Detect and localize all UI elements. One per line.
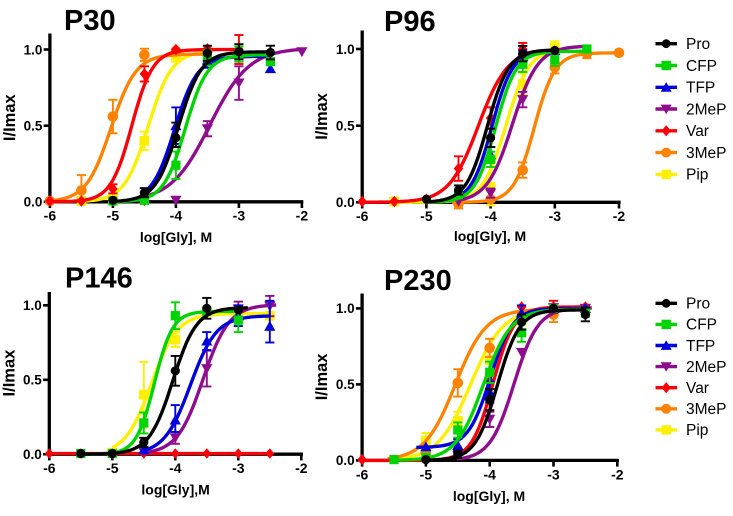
svg-text:log[Gly], M: log[Gly], M: [453, 488, 525, 504]
svg-text:I/Imax: I/Imax: [0, 349, 18, 397]
svg-text:2MeP: 2MeP: [686, 101, 727, 118]
svg-text:0.0: 0.0: [23, 447, 42, 462]
svg-text:0.0: 0.0: [336, 453, 355, 468]
svg-text:1.0: 1.0: [336, 301, 355, 316]
svg-text:log[Gly], M: log[Gly], M: [140, 229, 212, 245]
svg-text:2MeP: 2MeP: [686, 359, 727, 376]
svg-text:log[Gly], M: log[Gly], M: [454, 228, 526, 244]
svg-text:0.5: 0.5: [336, 119, 355, 134]
svg-text:I/Imax: I/Imax: [313, 353, 331, 401]
svg-text:Pip: Pip: [686, 167, 708, 184]
svg-text:Pip: Pip: [686, 422, 708, 439]
svg-text:-5: -5: [107, 208, 120, 224]
svg-text:P96: P96: [384, 6, 436, 38]
svg-text:Pro: Pro: [686, 36, 710, 53]
svg-text:-2: -2: [611, 467, 624, 483]
svg-text:-6: -6: [356, 208, 369, 224]
svg-text:-6: -6: [43, 460, 56, 476]
svg-text:P146: P146: [65, 263, 133, 295]
svg-text:-2: -2: [296, 208, 309, 224]
svg-text:TFP: TFP: [686, 338, 715, 355]
svg-text:CFP: CFP: [686, 58, 717, 75]
svg-text:CFP: CFP: [686, 317, 717, 334]
svg-text:P230: P230: [384, 265, 452, 297]
svg-text:-2: -2: [295, 460, 308, 476]
svg-text:-5: -5: [420, 467, 433, 483]
svg-text:Var: Var: [686, 123, 709, 140]
svg-text:-4: -4: [170, 208, 183, 224]
svg-text:I/Imax: I/Imax: [313, 92, 331, 140]
svg-text:Pro: Pro: [686, 296, 710, 313]
svg-text:-5: -5: [106, 460, 119, 476]
svg-text:1.0: 1.0: [23, 298, 42, 313]
svg-text:-5: -5: [420, 208, 433, 224]
svg-text:-3: -3: [547, 467, 560, 483]
svg-text:-6: -6: [44, 208, 57, 224]
svg-text:1.0: 1.0: [336, 42, 355, 57]
svg-text:Var: Var: [686, 380, 709, 397]
svg-text:-3: -3: [232, 460, 245, 476]
svg-text:3MeP: 3MeP: [686, 145, 727, 162]
svg-text:1.0: 1.0: [24, 42, 43, 57]
svg-text:-3: -3: [549, 208, 562, 224]
svg-text:I/Imax: I/Imax: [1, 93, 19, 141]
svg-text:0.5: 0.5: [336, 377, 355, 392]
svg-text:0.5: 0.5: [23, 373, 42, 388]
svg-text:log[Gly],M: log[Gly],M: [141, 482, 209, 498]
svg-text:0.0: 0.0: [336, 195, 355, 210]
svg-text:-4: -4: [484, 208, 497, 224]
svg-text:-3: -3: [233, 208, 246, 224]
svg-text:P30: P30: [64, 5, 116, 37]
svg-text:0.0: 0.0: [24, 195, 43, 210]
svg-text:0.5: 0.5: [24, 119, 43, 134]
svg-text:-4: -4: [169, 460, 182, 476]
svg-text:-2: -2: [613, 208, 626, 224]
svg-text:-4: -4: [483, 467, 496, 483]
svg-text:3MeP: 3MeP: [686, 401, 727, 418]
svg-text:-6: -6: [356, 467, 369, 483]
svg-text:TFP: TFP: [686, 80, 715, 97]
